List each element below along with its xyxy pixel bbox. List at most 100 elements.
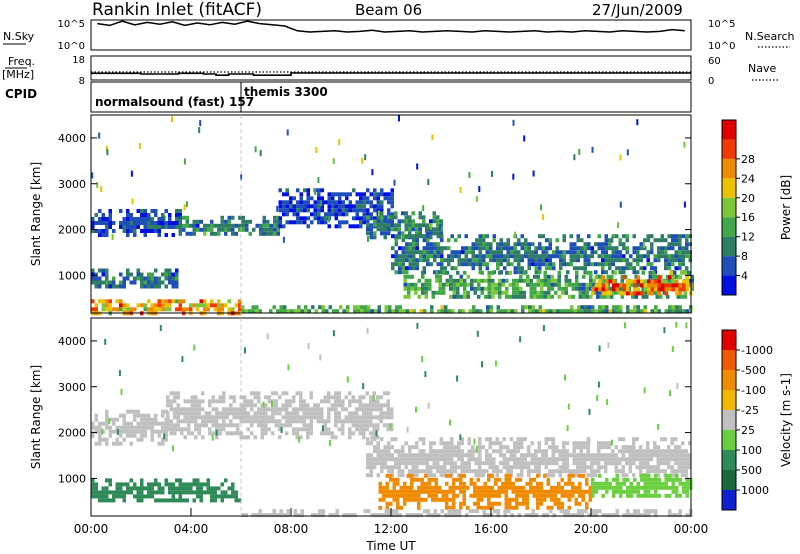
data-cell	[211, 423, 215, 428]
data-cell	[358, 399, 362, 404]
data-cell	[105, 417, 109, 422]
data-cell	[129, 229, 133, 233]
data-cell	[678, 254, 682, 259]
data-cell	[403, 489, 407, 494]
data-cell	[515, 282, 519, 287]
data-cell	[650, 291, 654, 296]
data-cell	[440, 238, 444, 243]
data-cell	[157, 433, 161, 438]
data-cell	[388, 509, 392, 514]
data-cell	[439, 465, 443, 470]
data-cell	[306, 427, 310, 432]
data-cell	[538, 305, 542, 310]
data-cell	[491, 282, 495, 287]
data-cell	[176, 403, 180, 408]
data-cell	[241, 305, 245, 310]
data-cell	[211, 395, 215, 400]
data-cell	[372, 391, 376, 396]
data-cell	[426, 246, 430, 251]
data-cell	[337, 391, 341, 396]
data-cell	[591, 287, 595, 292]
data-cell	[334, 212, 338, 217]
data-cell	[487, 477, 491, 482]
data-cell	[464, 258, 468, 263]
data-cell	[583, 266, 587, 271]
data-cell	[359, 220, 363, 225]
data-cell	[460, 457, 464, 462]
data-cell	[525, 497, 529, 502]
data-cell	[606, 274, 610, 279]
data-cell	[632, 258, 636, 263]
scatter-cell	[314, 189, 317, 195]
data-cell	[313, 415, 317, 420]
data-cell	[98, 280, 102, 285]
data-cell	[653, 254, 657, 259]
data-cell	[459, 481, 463, 486]
data-cell	[386, 403, 390, 408]
data-cell	[446, 449, 450, 454]
data-cell	[560, 489, 564, 494]
data-cell	[512, 294, 516, 299]
data-cell	[527, 254, 531, 259]
data-cell	[647, 473, 651, 478]
data-cell	[495, 437, 499, 442]
nsky-label: N.Sky	[3, 30, 35, 43]
data-cell	[512, 290, 516, 295]
data-cell	[562, 469, 566, 474]
data-cell	[597, 465, 601, 470]
data-cell	[410, 485, 414, 490]
data-cell	[225, 423, 229, 428]
data-cell	[417, 489, 421, 494]
data-cell	[157, 225, 161, 229]
scatter-cell	[96, 182, 99, 189]
data-cell	[433, 254, 437, 259]
data-cell	[475, 238, 479, 243]
data-cell	[282, 200, 286, 205]
data-cell	[605, 489, 609, 494]
data-cell	[517, 266, 521, 271]
data-cell	[257, 411, 261, 416]
data-cell	[478, 457, 482, 462]
freq-tick-top: 18	[72, 55, 85, 66]
data-cell	[379, 395, 383, 400]
data-cell	[663, 461, 667, 466]
data-cell	[386, 407, 390, 412]
data-cell	[446, 445, 450, 450]
data-cell	[524, 513, 528, 518]
data-cell	[457, 465, 461, 470]
data-cell	[108, 482, 112, 487]
data-cell	[608, 485, 612, 490]
data-cell	[408, 231, 412, 236]
data-cell	[674, 254, 678, 259]
data-cell	[467, 469, 471, 474]
data-cell	[98, 437, 102, 442]
data-cell	[459, 294, 463, 299]
data-cell	[456, 278, 460, 283]
data-cell	[168, 217, 172, 221]
scatter-cell	[685, 322, 688, 329]
data-cell	[274, 399, 278, 404]
data-cell	[229, 431, 233, 436]
data-cell	[385, 489, 389, 494]
data-cell	[401, 262, 405, 267]
data-cell	[257, 399, 261, 404]
data-cell	[403, 278, 407, 283]
scatter-cell	[101, 428, 104, 435]
data-cell	[453, 465, 457, 470]
data-cell	[394, 211, 398, 216]
data-cell	[499, 461, 503, 466]
data-cell	[373, 223, 377, 228]
data-cell	[273, 215, 277, 220]
data-cell	[429, 219, 433, 224]
data-cell	[667, 258, 671, 263]
data-cell	[161, 425, 165, 430]
data-cell	[520, 441, 524, 446]
data-cell	[380, 437, 384, 442]
data-cell	[492, 238, 496, 243]
data-cell	[684, 457, 688, 462]
data-cell	[640, 309, 644, 314]
scatter-cell	[91, 172, 94, 179]
data-cell	[397, 473, 401, 478]
data-cell	[189, 490, 193, 495]
scatter-cell	[98, 132, 101, 139]
